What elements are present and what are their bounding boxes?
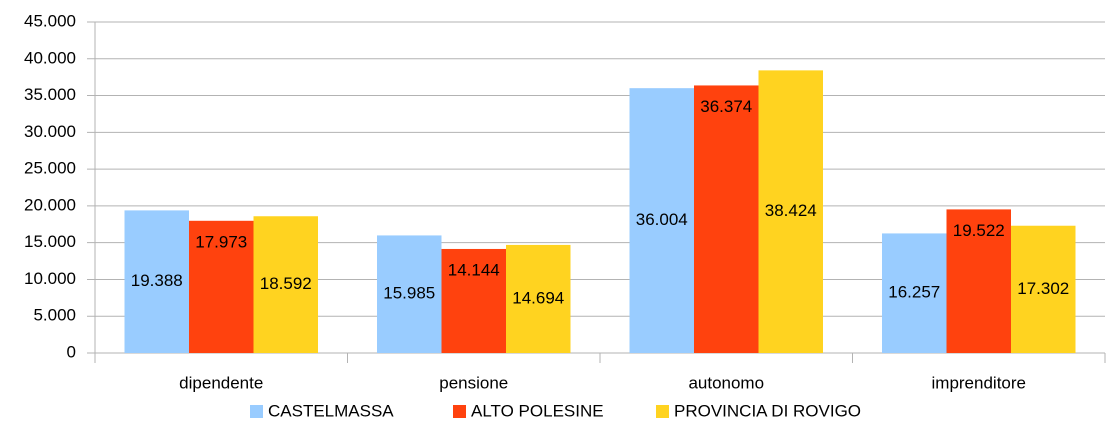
data-label: 17.302: [1017, 279, 1069, 298]
y-tick-label: 40.000: [24, 48, 76, 67]
x-tick-label: autonomo: [688, 373, 764, 392]
data-label: 36.004: [636, 210, 688, 229]
legend-swatch: [656, 405, 669, 418]
bar: [124, 210, 189, 353]
legend-label: CASTELMASSA: [268, 401, 394, 420]
bar: [377, 235, 442, 353]
x-tick-label: dipendente: [179, 373, 263, 392]
data-label: 36.374: [700, 97, 752, 116]
bar: [253, 216, 318, 353]
y-tick-label: 5.000: [33, 306, 76, 325]
x-tick-label: imprenditore: [932, 373, 1027, 392]
bar: [882, 233, 947, 353]
data-label: 14.144: [448, 260, 500, 279]
y-tick-label: 45.000: [24, 11, 76, 30]
x-tick-label: pensione: [439, 373, 508, 392]
data-label: 19.522: [953, 221, 1005, 240]
y-tick-label: 30.000: [24, 122, 76, 141]
bar: [629, 88, 694, 353]
data-label: 17.973: [195, 232, 247, 251]
y-tick-label: 25.000: [24, 159, 76, 178]
bar: [189, 220, 254, 353]
data-label: 18.592: [260, 274, 312, 293]
legend-label: PROVINCIA DI ROVIGO: [674, 401, 861, 420]
legend-swatch: [453, 405, 466, 418]
bar: [1011, 225, 1076, 353]
y-tick-label: 20.000: [24, 195, 76, 214]
data-label: 15.985: [383, 284, 435, 303]
bar: [506, 244, 571, 353]
data-label: 16.257: [888, 283, 940, 302]
bar: [694, 85, 759, 353]
legend-label: ALTO POLESINE: [471, 401, 604, 420]
y-tick-label: 15.000: [24, 232, 76, 251]
y-tick-label: 10.000: [24, 269, 76, 288]
bar: [441, 248, 506, 353]
y-tick-label: 0: [67, 342, 76, 361]
data-label: 38.424: [765, 201, 817, 220]
data-label: 19.388: [131, 271, 183, 290]
legend-swatch: [250, 405, 263, 418]
bar: [946, 209, 1011, 353]
y-tick-label: 35.000: [24, 85, 76, 104]
data-label: 14.694: [512, 288, 564, 307]
bar: [758, 70, 823, 354]
